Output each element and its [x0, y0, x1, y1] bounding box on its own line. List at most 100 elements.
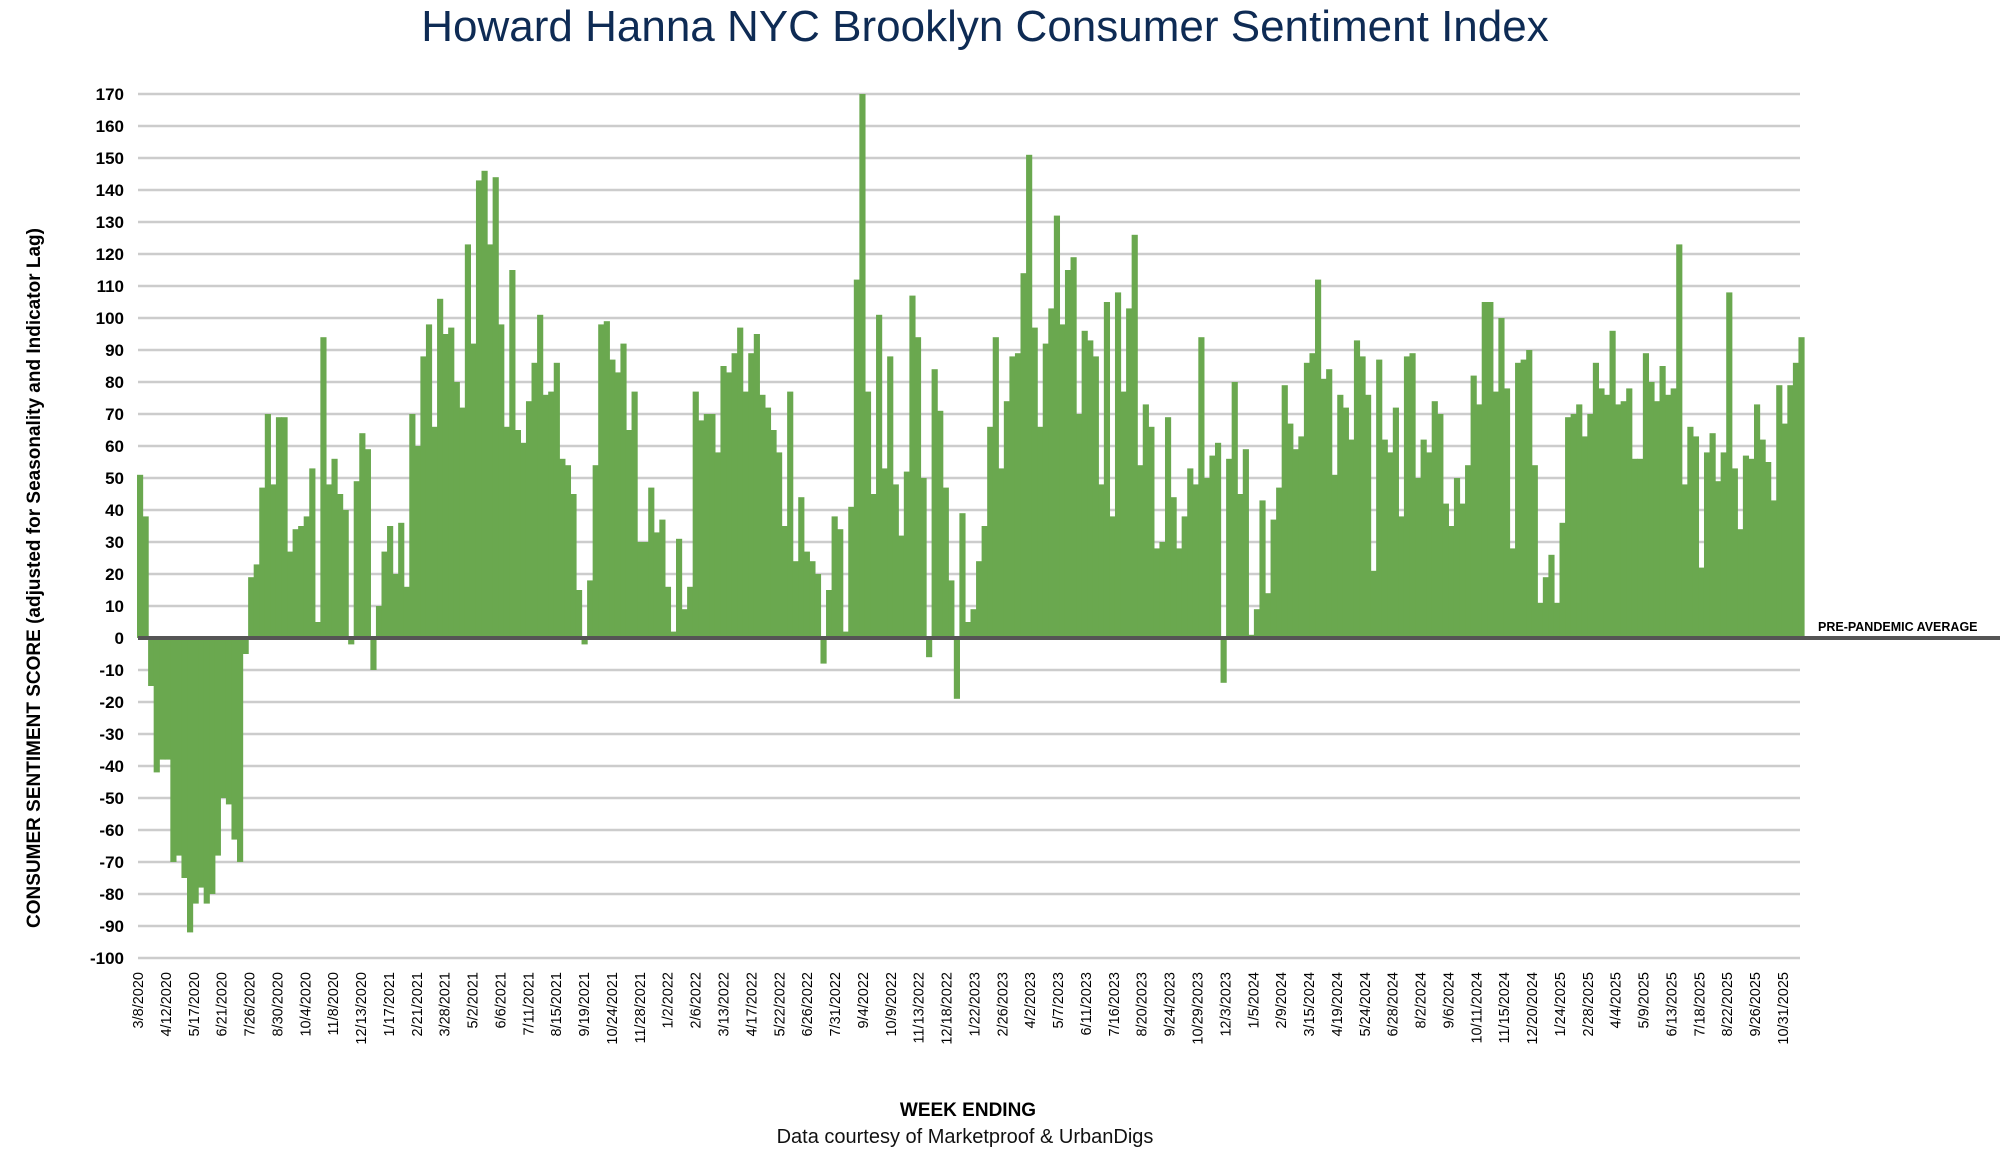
- bar: [670, 631, 677, 638]
- bar: [1509, 548, 1516, 638]
- bar: [603, 321, 610, 638]
- bar: [1359, 356, 1366, 638]
- bar: [220, 638, 227, 798]
- bar: [525, 401, 533, 638]
- y-axis-ticks: 1701601501401301201101009080706050403020…: [90, 85, 124, 968]
- bar: [1042, 343, 1049, 638]
- y-tick-label: 130: [96, 213, 124, 232]
- bar: [1470, 375, 1477, 638]
- x-tick-label: 7/18/2025: [1692, 972, 1708, 1037]
- bar: [1209, 455, 1216, 638]
- bar: [1187, 468, 1194, 638]
- bar: [1159, 542, 1166, 638]
- y-tick-label: 160: [96, 117, 124, 136]
- bar: [1448, 526, 1455, 638]
- bar: [909, 295, 916, 638]
- bar: [237, 638, 244, 862]
- bar: [1337, 394, 1344, 638]
- bar: [337, 494, 344, 638]
- bar: [509, 270, 516, 638]
- bar: [1214, 442, 1222, 638]
- bar: [581, 638, 588, 645]
- bar: [448, 327, 455, 638]
- bar: [1465, 465, 1472, 638]
- bar: [409, 414, 416, 638]
- y-tick-label: -10: [99, 661, 124, 680]
- x-tick-label: 4/12/2020: [159, 972, 175, 1037]
- bar: [1009, 356, 1016, 638]
- bar: [425, 324, 433, 638]
- bar: [614, 372, 622, 638]
- bar: [1526, 350, 1533, 638]
- bar: [1603, 394, 1611, 638]
- bar: [720, 366, 727, 638]
- bar: [976, 561, 983, 638]
- bar: [798, 497, 805, 638]
- x-tick-label: 12/20/2024: [1525, 972, 1541, 1045]
- bar: [1559, 522, 1566, 638]
- bar: [148, 638, 155, 686]
- bar: [1309, 353, 1316, 638]
- x-tick-label: 7/11/2021: [521, 972, 537, 1035]
- bar: [270, 484, 277, 638]
- x-tick-label: 6/6/2021: [493, 972, 509, 1028]
- bar: [870, 494, 877, 638]
- bar: [1292, 449, 1299, 638]
- x-axis-title: WEEK ENDING: [900, 1100, 1036, 1121]
- bar: [1592, 362, 1600, 638]
- x-tick-label: 1/2/2022: [661, 972, 677, 1028]
- bar: [198, 638, 205, 888]
- bar: [575, 590, 583, 638]
- bar: [492, 177, 499, 638]
- y-tick-label: 50: [105, 469, 124, 488]
- x-tick-label: 10/4/2020: [298, 972, 314, 1037]
- x-tick-label: 2/6/2022: [689, 972, 705, 1028]
- x-tick-label: 5/22/2022: [772, 972, 788, 1037]
- x-tick-label: 4/19/2024: [1330, 972, 1346, 1037]
- x-tick-label: 8/22/2025: [1720, 972, 1736, 1037]
- y-tick-label: 150: [96, 149, 124, 168]
- bar: [1403, 356, 1411, 638]
- bar: [1731, 468, 1738, 638]
- y-tick-label: 20: [105, 565, 124, 584]
- bar: [1798, 337, 1805, 638]
- bar: [1792, 362, 1800, 638]
- bar: [1303, 362, 1311, 638]
- bar: [1481, 302, 1488, 638]
- x-tick-label: 10/24/2021: [605, 972, 621, 1045]
- x-tick-label: 10/11/2024: [1469, 972, 1485, 1044]
- bar: [1315, 279, 1322, 638]
- bar: [192, 638, 199, 904]
- bar: [842, 631, 849, 638]
- bar: [876, 314, 883, 638]
- bar: [214, 638, 221, 856]
- bar: [1626, 388, 1633, 638]
- bar: [776, 452, 783, 638]
- bar: [1609, 330, 1616, 638]
- bar: [1515, 362, 1522, 638]
- bar: [370, 638, 377, 670]
- bar: [181, 638, 188, 878]
- bar: [520, 442, 527, 638]
- bar: [1120, 391, 1127, 638]
- chart-title: Howard Hanna NYC Brooklyn Consumer Senti…: [0, 0, 1970, 54]
- bar: [1565, 417, 1572, 638]
- bar: [248, 577, 255, 638]
- reference-line-group: PRE-PANDEMIC AVERAGE: [138, 620, 2000, 640]
- bar: [1270, 519, 1277, 638]
- bar: [314, 622, 321, 638]
- x-tick-label: 12/13/2020: [354, 972, 370, 1045]
- bar: [1742, 455, 1750, 638]
- x-tick-label: 4/2/2023: [1023, 972, 1039, 1028]
- bar: [1331, 474, 1338, 638]
- x-tick-label: 7/31/2022: [828, 972, 844, 1037]
- y-tick-label: 30: [105, 533, 124, 552]
- x-tick-label: 3/13/2022: [717, 972, 733, 1037]
- bar: [653, 532, 660, 638]
- bar: [231, 638, 238, 840]
- bar: [1281, 385, 1288, 638]
- y-tick-label: 100: [96, 309, 124, 328]
- bar: [564, 465, 572, 638]
- x-tick-label: 9/19/2021: [577, 972, 593, 1037]
- bar: [1676, 244, 1683, 638]
